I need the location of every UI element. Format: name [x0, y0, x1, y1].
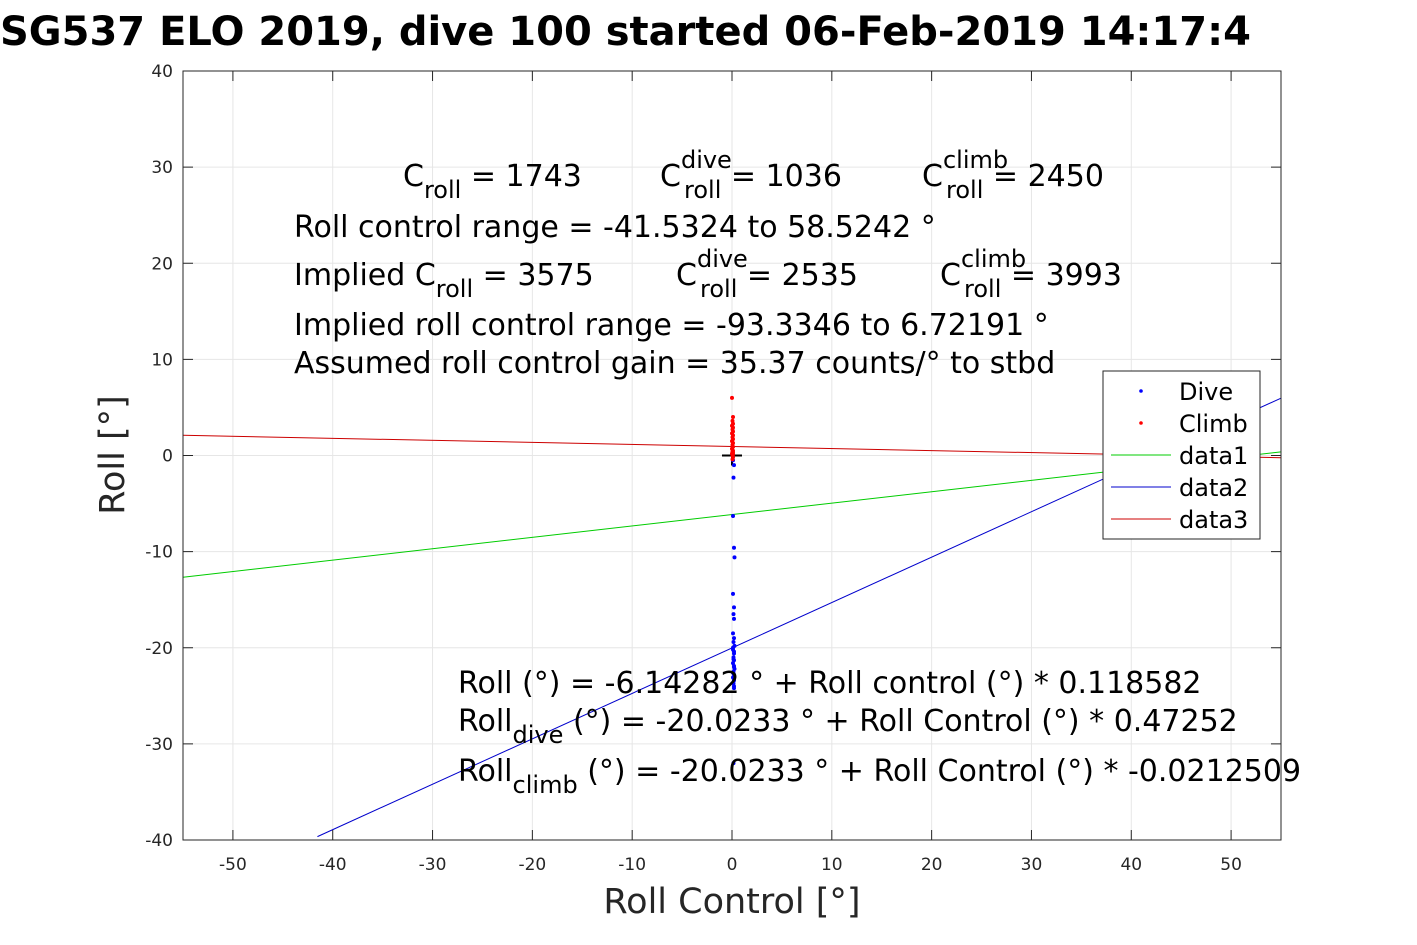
point-dive: [731, 605, 736, 610]
ticks: -50 -40 -30 -20 -10 0 10 20 30 40 50 -40 -30 -20 -10 0 1…: [145, 62, 1281, 875]
x-tick-label: -40: [319, 855, 347, 875]
point-dive: [730, 670, 735, 675]
y-tick-label: 10: [151, 350, 173, 370]
y-tick-label: -30: [145, 735, 173, 755]
annotation-fit-climb: Rollclimb (°) = -20.0233 ° + Roll Contro…: [458, 754, 1301, 799]
point-dive: [731, 612, 736, 617]
point-dive: [731, 677, 736, 682]
point-dive: [731, 686, 736, 691]
point-dive: [730, 591, 735, 596]
annotation-implied-climb: Cclimb roll = 3993: [940, 245, 1122, 303]
point-dive: [730, 514, 735, 519]
legend-marker-climb: [1139, 421, 1143, 425]
annotation-implied: Implied Croll = 3575: [294, 258, 594, 303]
y-tick-label: -10: [145, 543, 173, 563]
x-tick-label: -50: [219, 855, 247, 875]
annotation-implied-dive: Cdive roll = 2535: [676, 245, 858, 303]
annotation-implied-range: Implied roll control range = -93.3346 to…: [294, 308, 1049, 343]
point-dive: [731, 664, 736, 669]
point-dive: [731, 649, 736, 654]
point-climb: [730, 395, 734, 400]
point-dive: [731, 475, 736, 480]
annotation-c-roll: Croll = 1743: [403, 159, 582, 204]
x-tick-label: 10: [821, 855, 843, 875]
point-dive: [731, 636, 736, 641]
point-dive: [731, 616, 736, 621]
y-tick-label: 20: [151, 254, 173, 274]
legend-entry-dive: Dive: [1179, 378, 1233, 406]
point-climb: [730, 457, 735, 462]
y-tick-label: 0: [162, 447, 173, 467]
legend: Dive Climb data1 data2 data3: [1102, 370, 1261, 540]
point-dive: [732, 555, 737, 560]
annotation-c-climb: Cclimb roll = 2450: [922, 146, 1104, 204]
chart-title: SG537 ELO 2019, dive 100 started 06-Feb-…: [0, 9, 1251, 55]
y-tick-label: 40: [151, 62, 173, 82]
y-axis-label: Roll [°]: [93, 395, 133, 515]
point-dive: [731, 761, 736, 766]
x-tick-label: 50: [1220, 855, 1242, 875]
x-tick-label: -10: [618, 855, 646, 875]
legend-marker-dive: [1139, 389, 1143, 393]
x-tick-label: -30: [419, 855, 447, 875]
point-dive: [731, 657, 736, 662]
x-tick-label: 40: [1120, 855, 1142, 875]
annotation-range: Roll control range = -41.5324 to 58.5242…: [294, 210, 936, 245]
x-tick-label: 20: [921, 855, 943, 875]
legend-entry-data3: data3: [1179, 506, 1248, 534]
legend-entry-data1: data1: [1179, 442, 1248, 470]
point-dive: [731, 463, 736, 468]
annotation-fit-dive: Rolldive (°) = -20.0233 ° + Roll Control…: [458, 704, 1238, 749]
x-tick-label: -20: [518, 855, 546, 875]
point-dive: [730, 631, 735, 636]
annotation-c-dive: Cdive roll = 1036: [660, 146, 842, 204]
x-tick-label: 0: [727, 855, 738, 875]
x-tick-label: 30: [1021, 855, 1043, 875]
y-tick-label: -40: [145, 831, 173, 851]
annotations: Croll = 1743 Cdive roll = 1036 Cclimb roll…: [294, 146, 1301, 799]
point-dive: [731, 545, 736, 550]
point-dive: [731, 639, 736, 644]
legend-entry-data2: data2: [1179, 474, 1248, 502]
y-tick-label: 30: [151, 158, 173, 178]
legend-entry-climb: Climb: [1179, 410, 1248, 438]
annotation-gain: Assumed roll control gain = 35.37 counts…: [294, 346, 1055, 381]
x-axis-label: Roll Control [°]: [603, 882, 860, 922]
y-tick-label: -20: [145, 639, 173, 659]
point-climb: [730, 415, 735, 420]
point-dive: [730, 645, 735, 650]
annotation-fit: Roll (°) = -6.14282 ° + Roll control (°)…: [458, 666, 1202, 701]
